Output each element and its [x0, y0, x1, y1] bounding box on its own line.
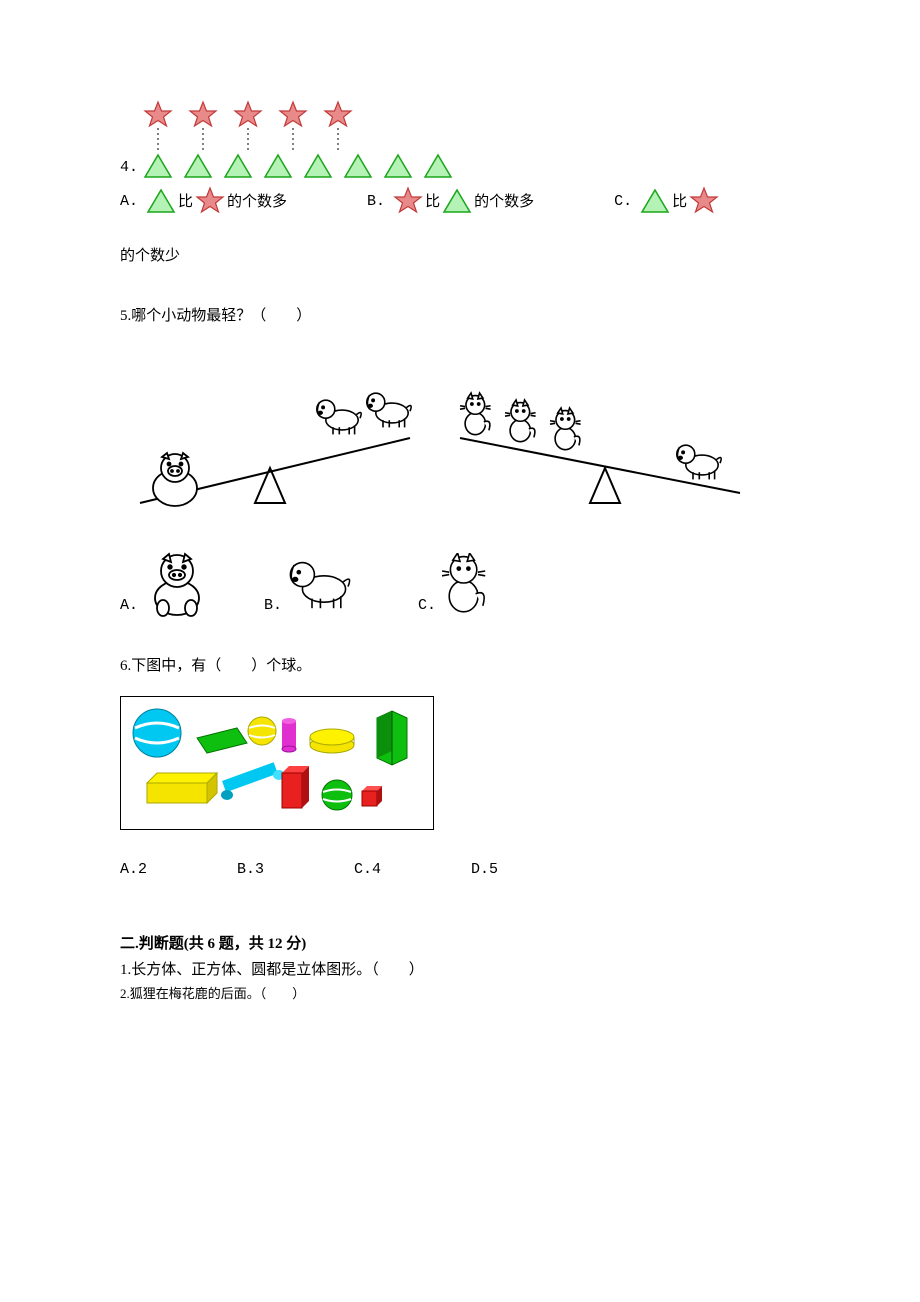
q4-number: 4. [120, 156, 138, 180]
text-bi: 比 [672, 190, 687, 214]
option-label: B. [264, 594, 282, 618]
star-icon [393, 186, 423, 214]
q6-option-c: C.4 [354, 858, 381, 882]
option-label: C. [614, 190, 632, 214]
q5-option-b: B. [264, 553, 368, 618]
q4-options-line: A. 比 的个数多 B. 比 的个数多 C. [120, 186, 800, 214]
section2-title: 二.判断题(共 6 题，共 12 分) [120, 932, 800, 956]
star-icon [195, 186, 225, 214]
dog-icon [288, 553, 368, 618]
q5-text: 5.哪个小动物最轻？（ ） [120, 304, 800, 328]
q6-option-a: A.2 [120, 858, 147, 882]
text-bi: 比 [425, 190, 440, 214]
option-label: A. [120, 190, 138, 214]
q5-figure [120, 338, 800, 518]
q4-option-a: A. 比 的个数多 [120, 186, 287, 214]
q4-figure [138, 100, 478, 180]
q4-stars-triangles [138, 100, 478, 180]
triangle-icon [640, 188, 670, 214]
q5-option-c: C. [418, 553, 497, 618]
q6-option-d: D.5 [471, 858, 498, 882]
text-more: 的个数多 [474, 190, 534, 214]
option-label: B. [367, 190, 385, 214]
text-bi: 比 [178, 190, 193, 214]
q6-figure [120, 696, 434, 830]
q4-option-c: C. 比 [614, 186, 721, 214]
q4-option-b: B. 比 的个数多 [367, 186, 534, 214]
option-label: A. [120, 594, 138, 618]
q4-option-c-tail: 的个数少 [120, 244, 800, 268]
star-icon [689, 186, 719, 214]
q6-options: A.2 B.3 C.4 D.5 [120, 858, 800, 882]
q6-option-b: B.3 [237, 858, 264, 882]
judge-item-2: 2.狐狸在梅花鹿的后面。（ ） [120, 984, 800, 1005]
option-label: C. [418, 594, 436, 618]
q4-row: 4. [120, 100, 800, 180]
judge-item-1: 1.长方体、正方体、圆都是立体图形。（ ） [120, 958, 800, 982]
q5-options: A. B. C. [120, 548, 800, 618]
q6-text: 6.下图中，有（ ）个球。 [120, 654, 800, 678]
triangle-icon [442, 188, 472, 214]
cat-icon [442, 553, 497, 618]
q5-option-a: A. [120, 548, 214, 618]
pig-icon [144, 548, 214, 618]
text-more: 的个数多 [227, 190, 287, 214]
triangle-icon [146, 188, 176, 214]
